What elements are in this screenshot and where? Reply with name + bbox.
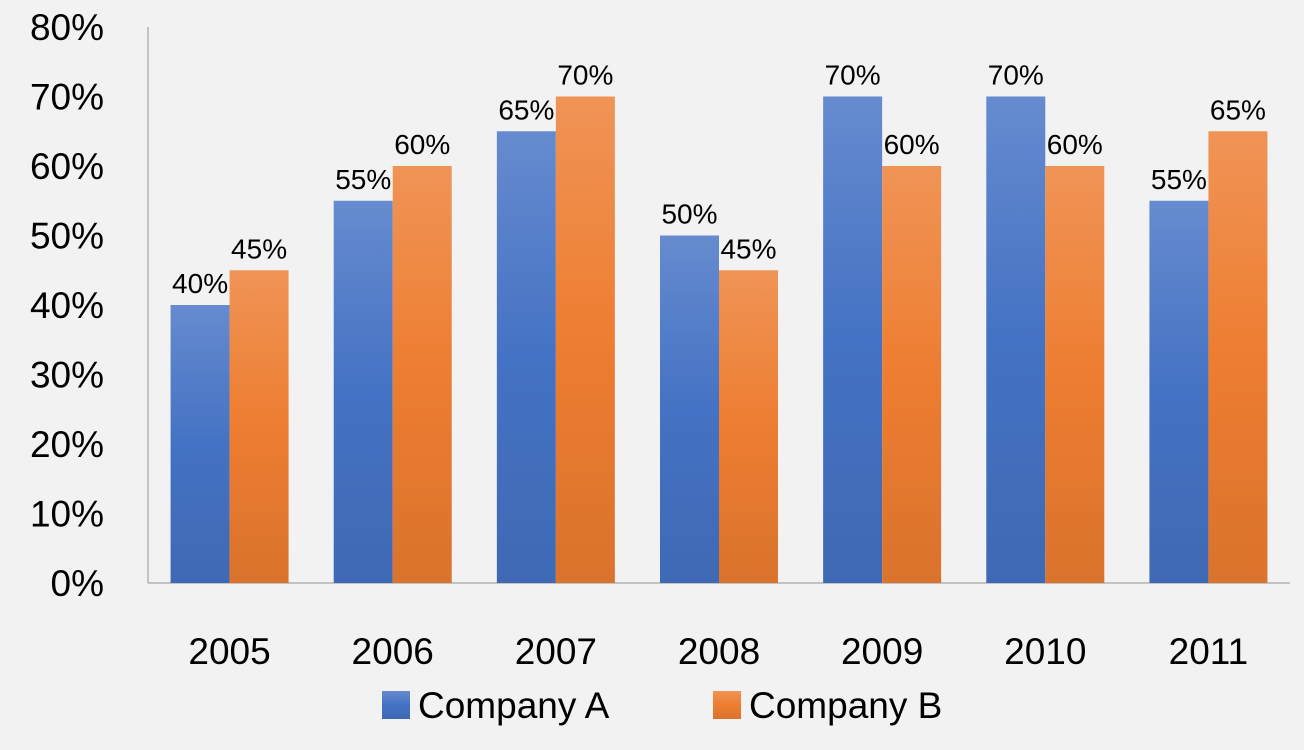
bar-company-a [986, 96, 1046, 583]
data-label: 70% [988, 60, 1044, 91]
y-tick-label: 0% [51, 563, 104, 604]
bar-company-a [170, 305, 230, 583]
bar-company-b [1045, 166, 1105, 583]
data-label: 55% [335, 164, 391, 195]
y-tick-label: 70% [30, 77, 104, 118]
data-label: 45% [720, 233, 776, 264]
legend-swatch [713, 691, 741, 719]
data-label: 70% [825, 60, 881, 91]
bar-company-a [1149, 200, 1209, 583]
x-tick-label: 2006 [352, 631, 434, 672]
x-tick-label: 2011 [1169, 631, 1249, 672]
x-tick-label: 2007 [515, 631, 597, 672]
x-tick-label: 2010 [1004, 631, 1086, 672]
bars [170, 96, 1268, 583]
y-tick-label: 30% [30, 355, 104, 396]
bar-company-a [660, 235, 719, 583]
y-tick-label: 20% [30, 424, 104, 465]
legend-swatch [382, 691, 410, 719]
data-label: 60% [884, 129, 940, 160]
data-label: 70% [557, 60, 613, 91]
bar-company-b [229, 270, 289, 583]
y-tick-label: 60% [30, 146, 104, 187]
data-label: 40% [172, 268, 228, 299]
x-tick-label: 2005 [188, 631, 270, 672]
data-label: 55% [1151, 164, 1207, 195]
bar-company-b [719, 270, 778, 583]
bar-company-b [555, 96, 615, 583]
legend-label: Company B [749, 685, 942, 726]
x-tick-label: 2009 [841, 631, 923, 672]
legend-label: Company A [418, 685, 610, 726]
y-tick-label: 40% [30, 285, 104, 326]
data-label: 65% [498, 94, 554, 125]
axes: 0% 10% 20% 30% 40% 50% 60% 70% 80% 2005 2006 2007 20… [30, 7, 1290, 672]
x-tick-label: 2008 [678, 631, 760, 672]
bar-company-a [823, 96, 883, 583]
bar-company-b [1208, 131, 1268, 583]
data-label: 50% [661, 199, 717, 230]
data-label: 45% [231, 233, 287, 264]
data-label: 60% [1047, 129, 1103, 160]
y-tick-label: 10% [30, 494, 104, 535]
data-label: 60% [394, 129, 450, 160]
bar-company-b [882, 166, 942, 583]
y-tick-label: 80% [30, 7, 104, 48]
y-tick-label: 50% [30, 216, 104, 257]
data-labels: 40%45%55%60%65%70%50%45%70%60%70%60%55%6… [172, 60, 1266, 300]
bar-company-b [392, 166, 452, 583]
bar-company-a [496, 131, 556, 583]
data-label: 65% [1210, 94, 1266, 125]
bar-company-a [333, 200, 393, 583]
legend: Company A Company B [382, 685, 942, 726]
